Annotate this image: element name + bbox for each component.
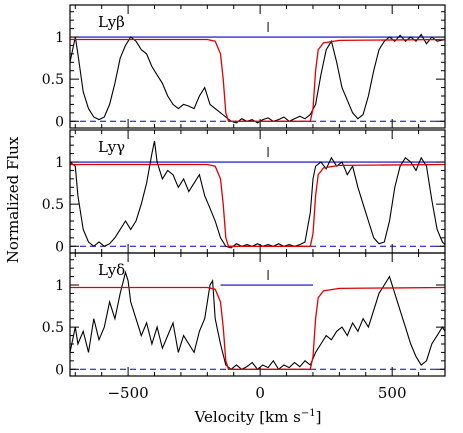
y-axis-label: Normalized Flux [4, 136, 22, 263]
model-line [70, 286, 445, 370]
x-axis-label-main: Velocity [km s [194, 408, 301, 426]
spectrum-line [70, 33, 445, 124]
x-axis-label-unit-exponent: −1 [301, 408, 316, 419]
y-tick-label: 1 [55, 155, 64, 171]
panel-label: Lyδ [98, 261, 125, 279]
y-tick-label: 0 [55, 362, 64, 378]
panel-frame [69, 129, 446, 254]
spectrum-line [70, 140, 445, 249]
x-tick-label: −500 [107, 384, 148, 402]
panel-label: Lyγ [98, 138, 125, 156]
y-tick-label: 0 [55, 239, 64, 255]
model-line [70, 38, 445, 122]
panel-frame [69, 252, 446, 377]
panel-label: Lyβ [98, 13, 125, 31]
y-tick-label: 0.5 [42, 72, 64, 88]
y-tick-label: 1 [55, 30, 64, 46]
chart-panels: 0 0.5 1 Lyβ 0 0.5 1 Lyγ 0 0.5 1 Lyδ −500 0 500 [42, 4, 446, 402]
panel-frame [69, 4, 446, 129]
panel-1: 0 0.5 1 Lyβ [42, 4, 446, 130]
x-tick-label: 0 [255, 384, 265, 402]
x-tick-label: 500 [378, 384, 407, 402]
model-line [70, 163, 445, 247]
y-tick-label: 1 [55, 278, 64, 294]
panel-3: 0 0.5 1 Lyδ [42, 252, 446, 378]
panel-2: 0 0.5 1 Lyγ [42, 129, 446, 255]
y-tick-label: 0.5 [42, 320, 64, 336]
y-tick-label: 0 [55, 114, 64, 130]
x-axis-label-close: ] [316, 408, 322, 426]
y-tick-label: 0.5 [42, 197, 64, 213]
x-axis-label: Velocity [km s−1] [194, 408, 322, 426]
